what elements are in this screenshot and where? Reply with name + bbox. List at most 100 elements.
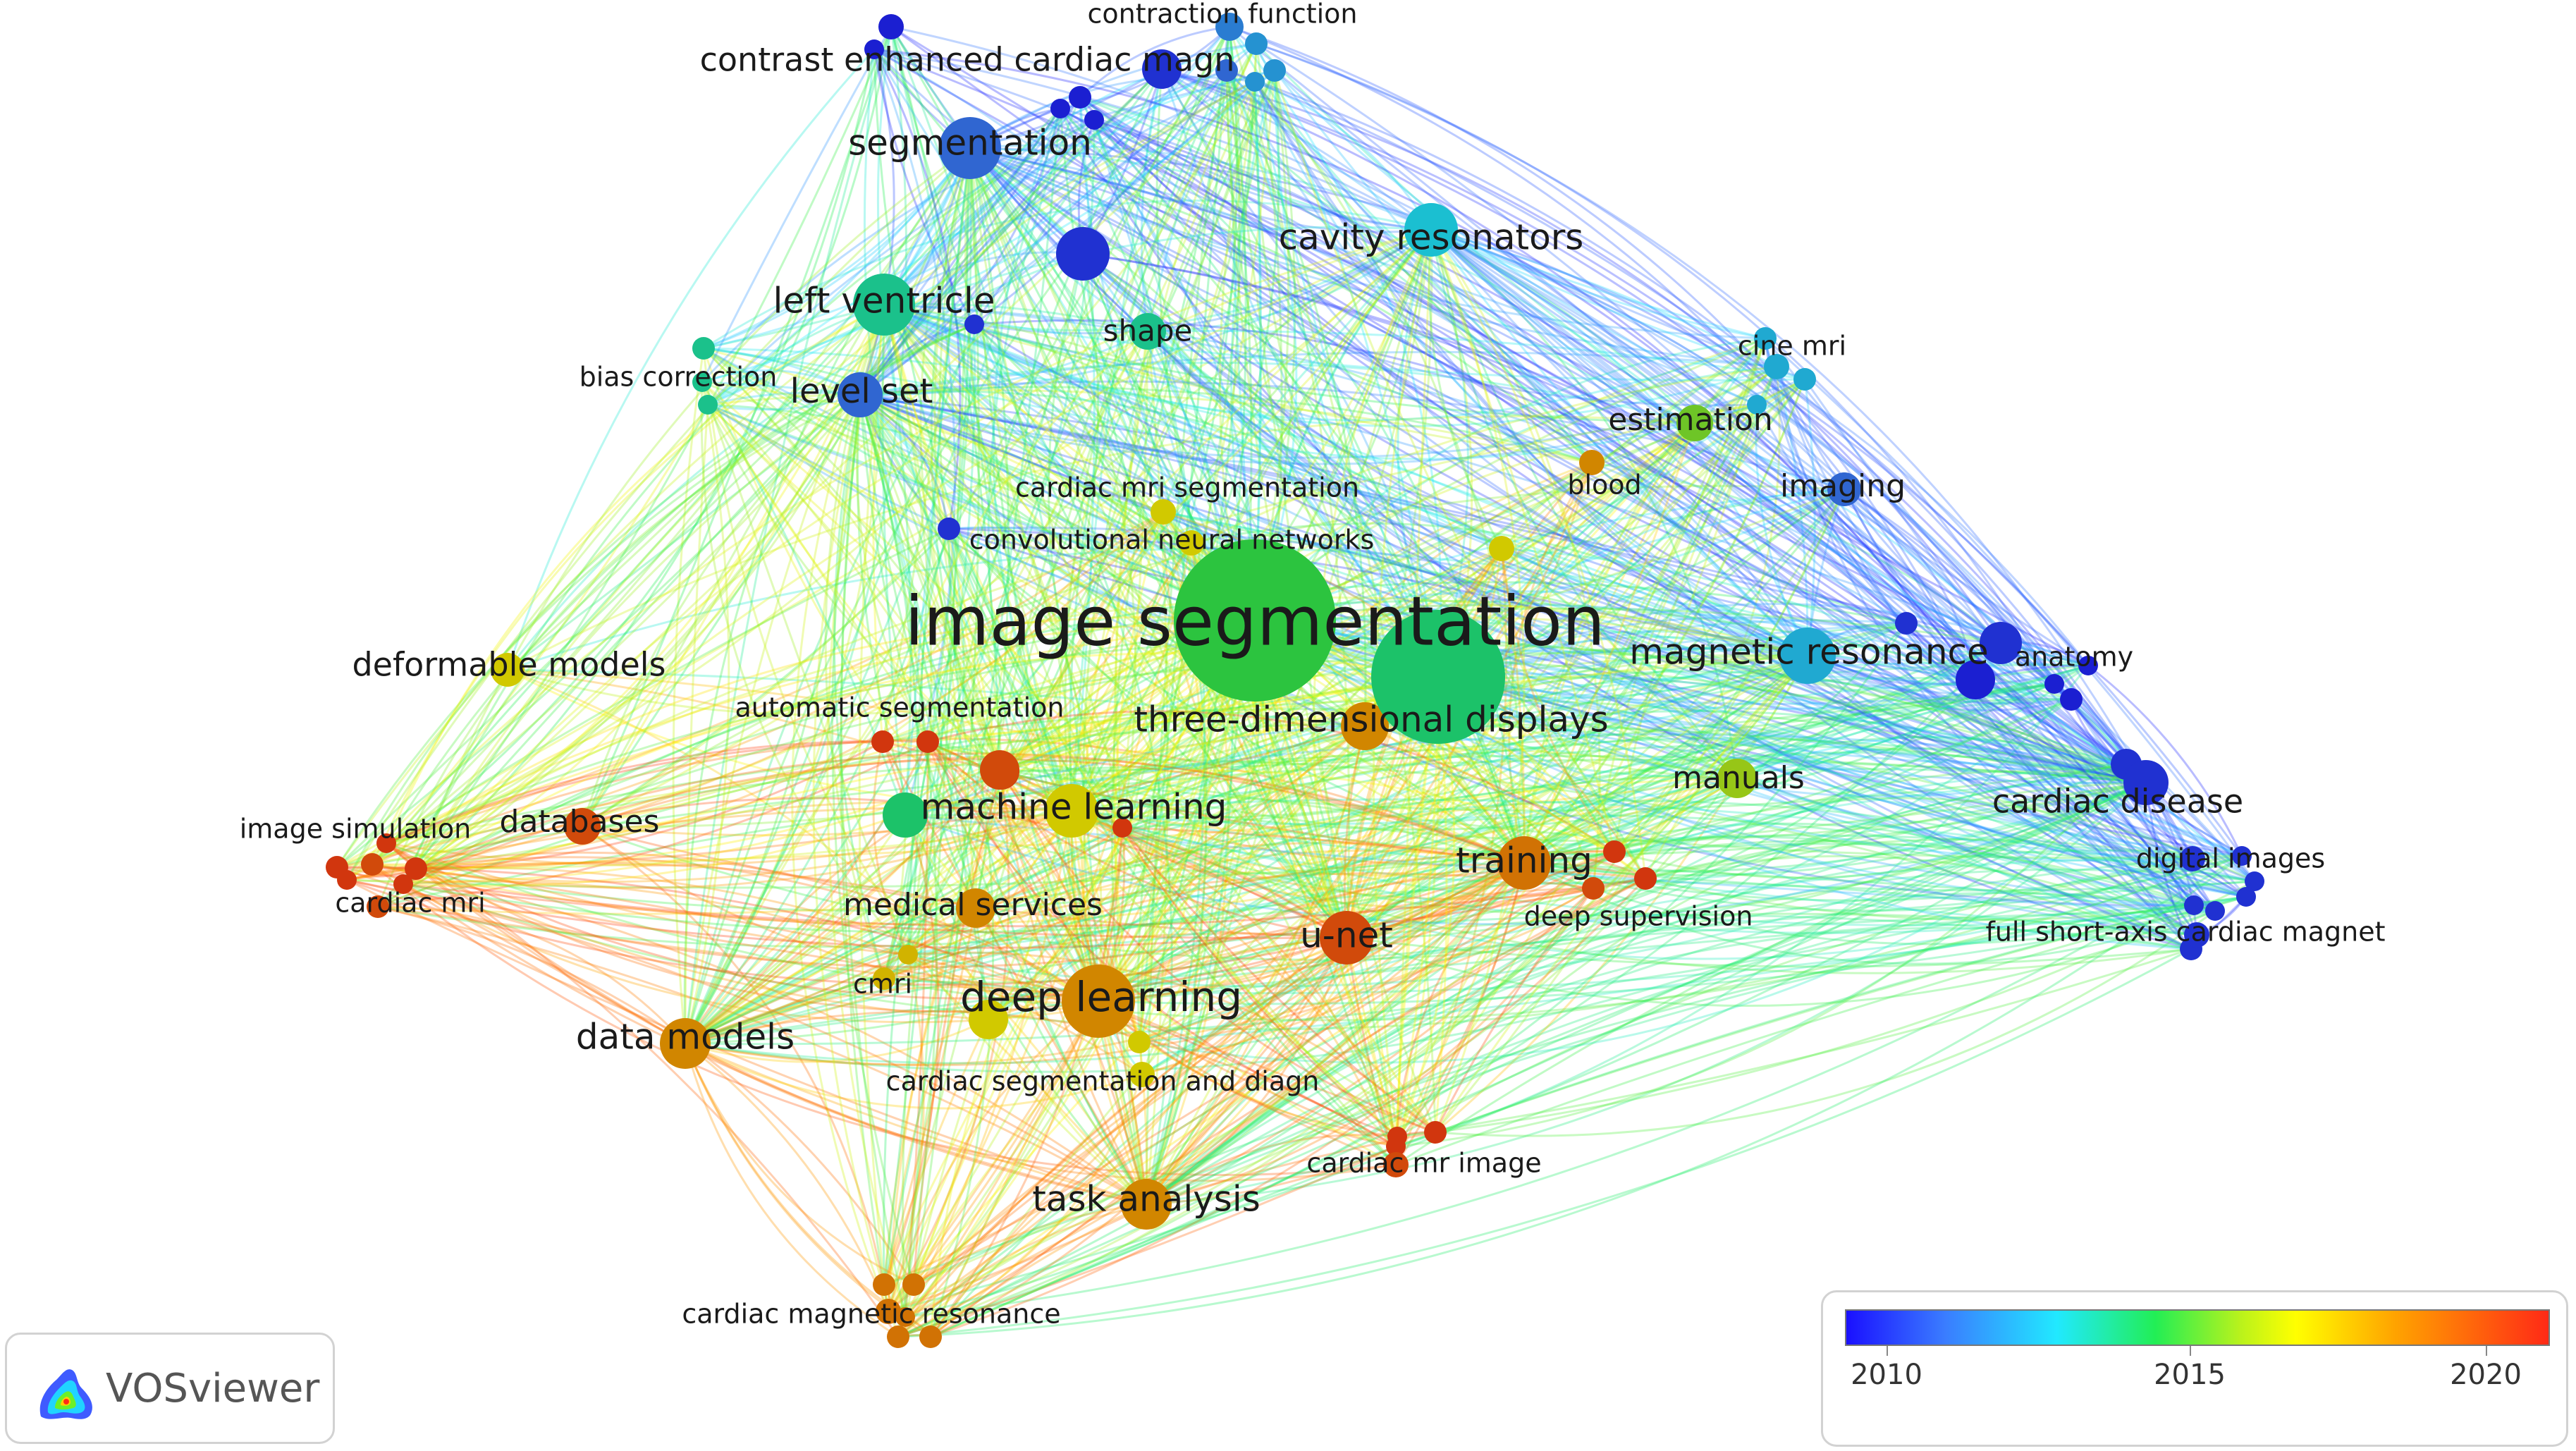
node-databases[interactable] bbox=[564, 808, 601, 845]
minor-node[interactable] bbox=[1069, 86, 1091, 109]
minor-node[interactable] bbox=[2078, 656, 2098, 675]
minor-node[interactable] bbox=[376, 833, 396, 853]
node-cardiac-disease[interactable] bbox=[2123, 760, 2169, 805]
minor-node[interactable] bbox=[1245, 72, 1265, 92]
minor-node[interactable] bbox=[2205, 901, 2225, 921]
label-bias-correction[interactable]: bias correction bbox=[579, 362, 778, 393]
label-magnetic-resonance[interactable]: magnetic resonance bbox=[1629, 632, 1989, 673]
minor-node[interactable] bbox=[2236, 887, 2256, 907]
node-deep-supervision[interactable] bbox=[1582, 877, 1605, 900]
minor-node[interactable] bbox=[1084, 110, 1104, 130]
label-data-models[interactable]: data models bbox=[576, 1017, 795, 1058]
minor-node[interactable] bbox=[1634, 867, 1657, 890]
minor-node[interactable] bbox=[902, 1273, 925, 1296]
minor-node[interactable] bbox=[916, 730, 939, 753]
minor-node[interactable] bbox=[1793, 368, 1816, 391]
minor-node[interactable] bbox=[1895, 612, 1918, 635]
minor-node[interactable] bbox=[1215, 59, 1238, 82]
label-deformable-models[interactable]: deformable models bbox=[352, 646, 666, 684]
label-image-segmentation[interactable]: image segmentation bbox=[904, 582, 1605, 661]
node-cavity-resonators[interactable] bbox=[1404, 203, 1458, 257]
node-cardiac-mr-image[interactable] bbox=[1383, 1152, 1409, 1177]
minor-node[interactable] bbox=[337, 870, 357, 890]
node-bias-correction[interactable] bbox=[692, 337, 715, 360]
minor-node[interactable] bbox=[1263, 59, 1286, 82]
label-machine-learning[interactable]: machine learning bbox=[921, 787, 1227, 828]
minor-node[interactable] bbox=[864, 39, 884, 59]
minor-node[interactable] bbox=[1956, 660, 1995, 699]
minor-node[interactable] bbox=[1424, 1121, 1447, 1144]
node-deformable-models[interactable] bbox=[491, 653, 525, 687]
minor-node[interactable] bbox=[1056, 227, 1110, 281]
minor-node[interactable] bbox=[2060, 688, 2083, 711]
node-cardiac-mri-segmentation[interactable] bbox=[1151, 499, 1176, 525]
label-cardiac-magnetic-resonance[interactable]: cardiac magnetic resonance bbox=[682, 1299, 1060, 1330]
label-cardiac-mri-segmentation[interactable]: cardiac mri segmentation bbox=[1015, 472, 1359, 503]
label-cine-mri[interactable]: cine mri bbox=[1738, 331, 1846, 362]
label-level-set[interactable]: level set bbox=[790, 372, 933, 411]
node-task-analysis[interactable] bbox=[1121, 1179, 1172, 1230]
minor-node[interactable] bbox=[2044, 674, 2064, 694]
node-manuals[interactable] bbox=[1717, 759, 1757, 798]
label-cardiac-disease[interactable]: cardiac disease bbox=[1992, 783, 2243, 821]
label-cavity-resonators[interactable]: cavity resonators bbox=[1279, 217, 1584, 258]
minor-node[interactable] bbox=[871, 730, 894, 753]
node-training[interactable] bbox=[1497, 836, 1551, 890]
node-convolutional-neural-networks[interactable] bbox=[1179, 530, 1204, 556]
label-three-dimensional-displays[interactable]: three-dimensional displays bbox=[1134, 699, 1608, 740]
minor-node[interactable] bbox=[1050, 99, 1070, 118]
minor-node[interactable] bbox=[1754, 327, 1777, 350]
node-cmri[interactable] bbox=[873, 967, 895, 990]
minor-node[interactable] bbox=[2184, 895, 2204, 915]
node-cardiac-segmentation-and-diagn[interactable] bbox=[1129, 1062, 1155, 1087]
node-machine-learning[interactable] bbox=[1045, 784, 1098, 838]
minor-node[interactable] bbox=[1603, 840, 1626, 863]
minor-node[interactable] bbox=[873, 1273, 895, 1296]
node-contraction-function[interactable] bbox=[1215, 13, 1244, 41]
node-digital-images[interactable] bbox=[2180, 846, 2205, 871]
node-estimation[interactable] bbox=[1676, 405, 1713, 441]
node-cardiac-mri[interactable] bbox=[367, 895, 389, 918]
label-left-ventricle[interactable]: left ventricle bbox=[773, 281, 995, 322]
minor-node[interactable] bbox=[878, 14, 904, 39]
minor-node[interactable] bbox=[898, 945, 918, 965]
node-shape[interactable] bbox=[1129, 313, 1166, 350]
node-full-short-axis-cardiac-magnet[interactable] bbox=[2184, 922, 2209, 948]
node-left-ventricle[interactable] bbox=[853, 274, 915, 336]
label-anatomy[interactable]: anatomy bbox=[2015, 642, 2133, 673]
node-anatomy[interactable] bbox=[1980, 622, 2022, 664]
label-blood[interactable]: blood bbox=[1567, 470, 1641, 501]
label-contraction-function[interactable]: contraction function bbox=[1087, 0, 1357, 30]
label-segmentation[interactable]: segmentation bbox=[848, 123, 1092, 164]
label-medical-services[interactable]: medical services bbox=[843, 887, 1103, 923]
label-cardiac-segmentation-and-diagn[interactable]: cardiac segmentation and diagn bbox=[886, 1066, 1320, 1097]
minor-node[interactable] bbox=[1489, 536, 1514, 561]
node-image-segmentation[interactable] bbox=[1174, 539, 1336, 702]
label-image-simulation[interactable]: image simulation bbox=[240, 814, 472, 845]
node-medical-services[interactable] bbox=[956, 888, 995, 928]
minor-node[interactable] bbox=[405, 857, 427, 880]
minor-node[interactable] bbox=[1747, 395, 1767, 415]
node-segmentation[interactable] bbox=[939, 117, 1001, 179]
label-training[interactable]: training bbox=[1456, 840, 1593, 881]
label-cardiac-mri[interactable]: cardiac mri bbox=[335, 888, 485, 919]
label-u-net[interactable]: u-net bbox=[1300, 915, 1393, 956]
node-image-simulation[interactable] bbox=[361, 853, 384, 876]
minor-node[interactable] bbox=[692, 372, 712, 392]
node-blood[interactable] bbox=[1579, 450, 1605, 475]
minor-node[interactable] bbox=[938, 518, 960, 540]
node-magnetic-resonance[interactable] bbox=[1779, 627, 1836, 684]
label-manuals[interactable]: manuals bbox=[1672, 760, 1805, 796]
label-digital-images[interactable]: digital images bbox=[2136, 843, 2325, 874]
minor-node[interactable] bbox=[1112, 818, 1132, 838]
minor-node[interactable] bbox=[698, 395, 718, 415]
node-cardiac-magnetic-resonance[interactable] bbox=[876, 1299, 901, 1324]
label-databases[interactable]: databases bbox=[500, 804, 660, 840]
label-convolutional-neural-networks[interactable]: convolutional neural networks bbox=[969, 525, 1375, 556]
minor-node[interactable] bbox=[1341, 702, 1389, 750]
label-imaging[interactable]: imaging bbox=[1780, 468, 1906, 504]
minor-node[interactable] bbox=[919, 1326, 942, 1348]
label-deep-supervision[interactable]: deep supervision bbox=[1524, 901, 1753, 932]
node-cine-mri[interactable] bbox=[1764, 354, 1789, 379]
node-imaging[interactable] bbox=[1827, 472, 1861, 506]
